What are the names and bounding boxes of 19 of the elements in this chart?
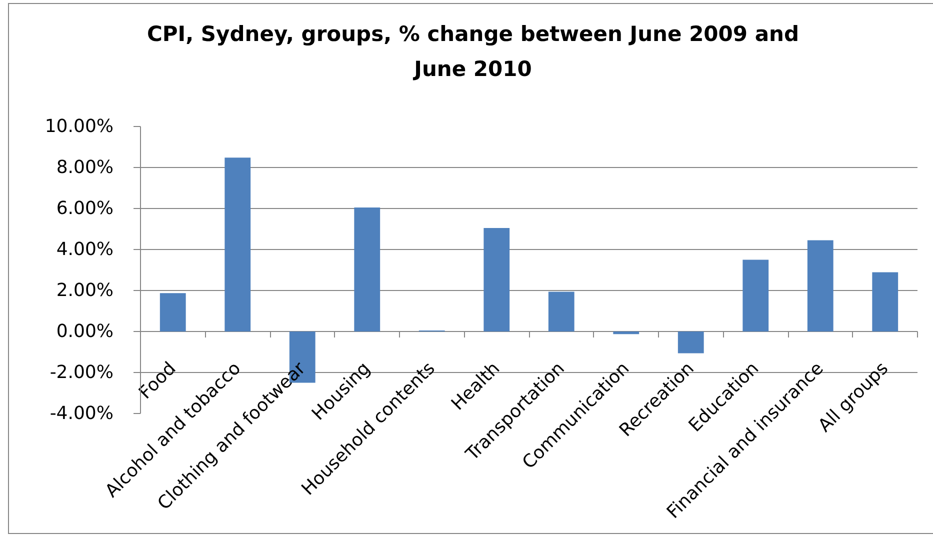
y-tick-label: -4.00% [50,403,114,424]
chart-title: CPI, Sydney, groups, % change between June 2009 and June 2010 [146,21,800,83]
bar [548,292,574,332]
bar [160,293,186,332]
bar [224,158,251,332]
bar [807,240,834,332]
bar [613,332,640,334]
y-tick-label: 8.00% [56,157,114,178]
bar [742,260,769,332]
bar [484,228,510,332]
y-tick-label: 6.00% [56,198,114,219]
bar [872,272,898,332]
y-tick-label: 0.00% [56,321,114,342]
y-tick-label: 4.00% [56,239,114,260]
y-tick-label: -2.00% [50,362,114,383]
y-tick-label: 10.00% [44,116,114,137]
y-tick-label: 2.00% [56,280,114,301]
bar [354,207,380,332]
bar [678,332,704,354]
